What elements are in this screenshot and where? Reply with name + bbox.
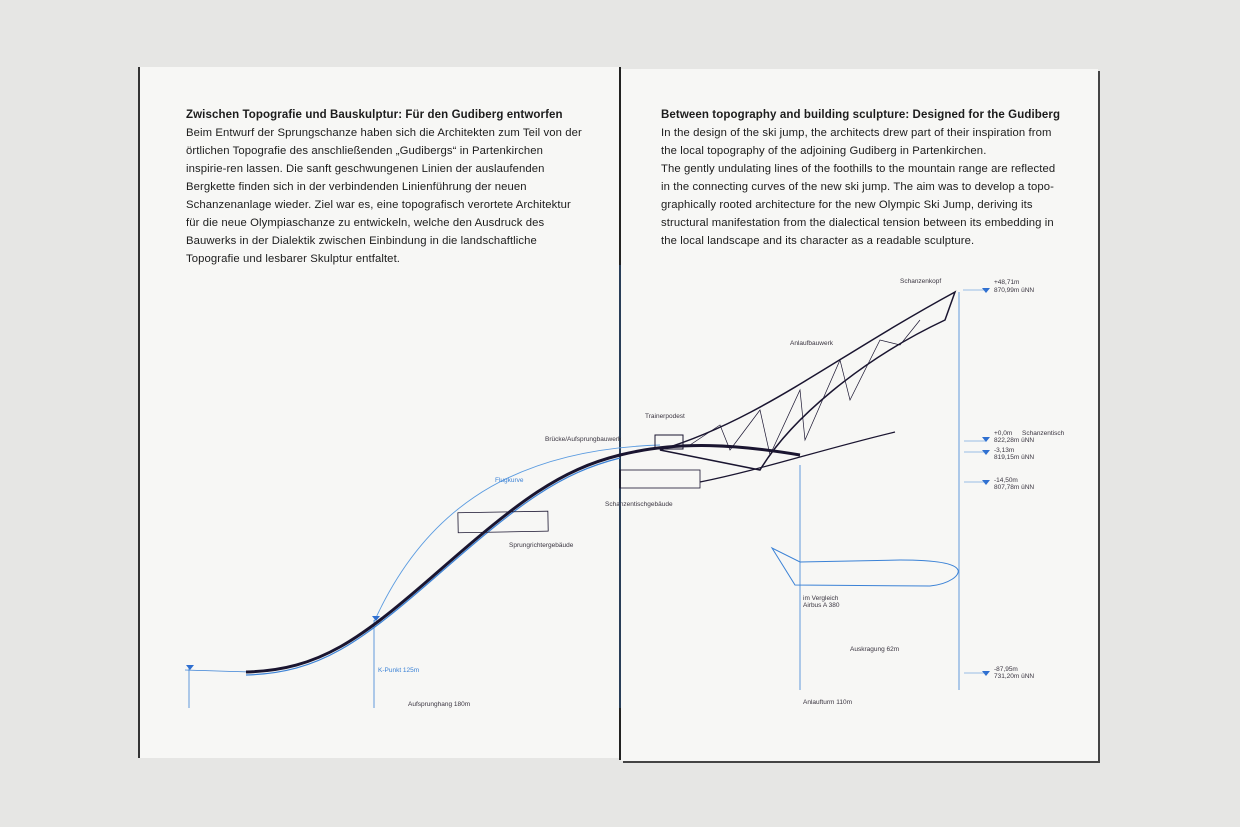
- right-text-block: Between topography and building sculptur…: [661, 106, 1061, 250]
- svg-text:-14,50m: -14,50m: [994, 477, 1018, 484]
- svg-text:819,15m üNN: 819,15m üNN: [994, 454, 1034, 461]
- landing-hill-blue: [245, 457, 621, 676]
- label-flugkurve: Flugkurve: [495, 477, 524, 484]
- judges-building: [457, 510, 549, 534]
- left-text-block: Zwischen Topografie und Bauskulptur: Für…: [186, 106, 586, 268]
- level-1: +0,0m Schanzentisch 822,28m üNN: [994, 430, 1065, 444]
- label-schanzentischgebaeude: Schanzentischgebäude: [605, 501, 673, 508]
- ground-left: [184, 669, 251, 673]
- svg-text:-3,13m: -3,13m: [994, 447, 1014, 454]
- label-bruecke: Brücke/Aufsprungbauwerk: [545, 436, 622, 443]
- label-airbus: Airbus A 380: [803, 602, 840, 609]
- label-auskragung: Auskragung 62m: [850, 646, 899, 653]
- svg-text:822,28m üNN: 822,28m üNN: [994, 437, 1034, 444]
- label-vergleich: im Vergleich: [803, 595, 839, 602]
- label-sprungrichtergebaeude: Sprungrichtergebäude: [509, 542, 574, 549]
- trainer-platform: [654, 434, 684, 450]
- inrun-structure: [659, 290, 957, 471]
- label-anlaufbauwerk: Anlaufbauwerk: [790, 340, 834, 347]
- label-aufsprunghang: Aufsprunghang 180m: [408, 701, 470, 708]
- level-4: -87,95m 731,20m üNN: [994, 666, 1034, 680]
- svg-text:870,99m üNN: 870,99m üNN: [994, 287, 1034, 294]
- svg-text:Schanzentisch: Schanzentisch: [1022, 430, 1065, 437]
- right-heading: Between topography and building sculptur…: [661, 109, 1061, 121]
- label-trainerpodest: Trainerpodest: [645, 413, 685, 420]
- level-0: +48,71m 870,99m üNN: [994, 279, 1034, 294]
- landing-hill: [245, 444, 801, 674]
- terrain-line: [699, 431, 896, 483]
- label-schanzenkopf: Schanzenkopf: [900, 278, 941, 285]
- right-page: [621, 69, 1098, 761]
- left-page: [140, 67, 620, 758]
- label-kpunkt: K-Punkt 125m: [378, 667, 419, 674]
- right-body-2: The gently undulating lines of the footh…: [661, 163, 1056, 247]
- airbus-outline: [770, 546, 959, 587]
- level-3: -14,50m 807,78m üNN: [994, 477, 1034, 491]
- flight-curve: [373, 444, 661, 623]
- svg-text:807,78m üNN: 807,78m üNN: [994, 484, 1034, 491]
- inrun-truss: [689, 319, 921, 457]
- svg-text:731,20m üNN: 731,20m üNN: [994, 673, 1034, 680]
- takeoff-building: [619, 469, 701, 489]
- left-body: Beim Entwurf der Sprungschanze haben sic…: [186, 127, 582, 265]
- right-body-1: In the design of the ski jump, the archi…: [661, 127, 1052, 157]
- left-heading: Zwischen Topografie und Bauskulptur: Für…: [186, 109, 563, 121]
- level-markers: [186, 288, 990, 676]
- label-anlaufturm: Anlaufturm 110m: [803, 699, 852, 706]
- svg-text:-87,95m: -87,95m: [994, 666, 1018, 673]
- svg-text:+0,0m: +0,0m: [994, 430, 1012, 437]
- level-2: -3,13m 819,15m üNN: [994, 447, 1034, 461]
- svg-text:+48,71m: +48,71m: [994, 279, 1019, 286]
